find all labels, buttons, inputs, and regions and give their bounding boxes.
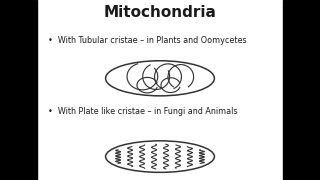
Text: •  With Plate like cristae – in Fungi and Animals: • With Plate like cristae – in Fungi and…: [48, 107, 237, 116]
Text: Mitochondria: Mitochondria: [104, 5, 216, 20]
Ellipse shape: [106, 61, 214, 96]
Text: •  With Tubular cristae – in Plants and Oomycetes: • With Tubular cristae – in Plants and O…: [48, 36, 247, 45]
Ellipse shape: [106, 141, 214, 172]
Bar: [283, 0, 320, 180]
Bar: [0, 0, 37, 180]
